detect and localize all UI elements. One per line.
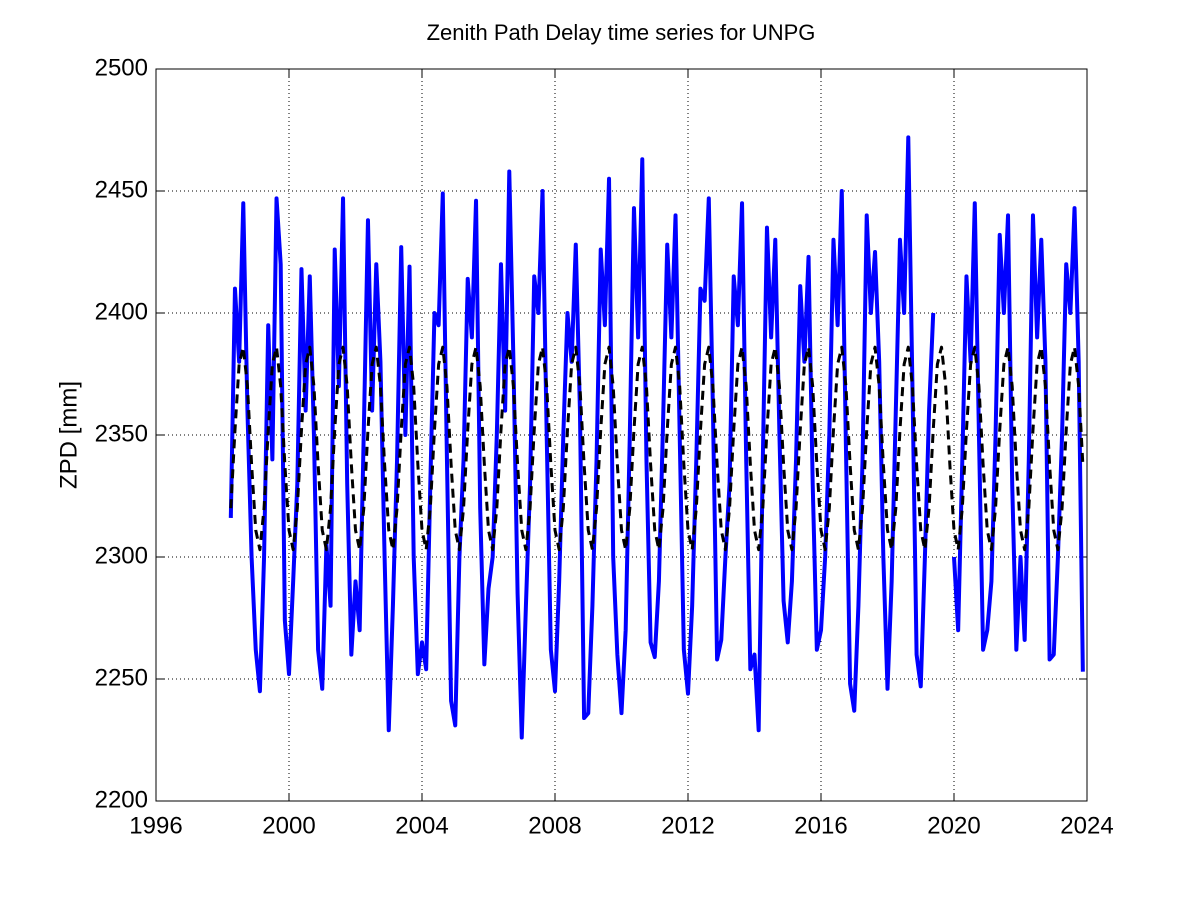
x-tick-label: 2020 bbox=[927, 812, 980, 839]
y-tick-label: 2400 bbox=[95, 298, 148, 325]
y-tick-label: 2250 bbox=[95, 664, 148, 691]
y-axis-label: ZPD [mm] bbox=[55, 381, 82, 489]
x-tick-label: 2004 bbox=[395, 812, 448, 839]
y-tick-label: 2200 bbox=[95, 786, 148, 813]
chart-title: Zenith Path Delay time series for UNPG bbox=[427, 20, 816, 45]
data-line bbox=[228, 135, 936, 740]
y-tick-label: 2450 bbox=[95, 176, 148, 203]
x-tick-label: 2016 bbox=[794, 812, 847, 839]
x-tick-label: 2000 bbox=[262, 812, 315, 839]
x-tick-label: 2024 bbox=[1060, 812, 1113, 839]
data-line bbox=[952, 201, 1085, 672]
plot-frame bbox=[155, 68, 1088, 802]
y-tick-label: 2500 bbox=[95, 54, 148, 81]
y-tick-label: 2300 bbox=[95, 542, 148, 569]
data-line bbox=[229, 345, 1085, 552]
x-tick-label: 1996 bbox=[129, 812, 182, 839]
y-tick-label: 2350 bbox=[95, 420, 148, 447]
x-tick-label: 2012 bbox=[661, 812, 714, 839]
x-tick-label: 2008 bbox=[528, 812, 581, 839]
